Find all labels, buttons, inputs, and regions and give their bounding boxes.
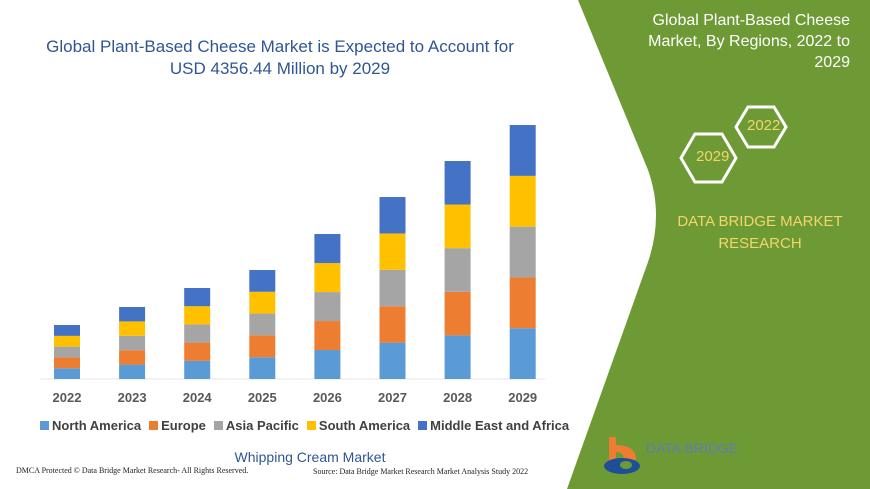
- bar-segment-2024-europe: [184, 342, 211, 361]
- bar-segment-2029-south-america: [509, 175, 536, 227]
- bar-segment-2025-north-america: [249, 357, 276, 379]
- x-tick-label: 2029: [508, 390, 537, 405]
- chart-title: Global Plant-Based Cheese Market is Expe…: [46, 37, 514, 78]
- bar-segment-2022-europe: [54, 357, 80, 369]
- x-tick-label: 2022: [53, 390, 82, 405]
- bar-segment-2029-asia-pacific: [509, 226, 536, 278]
- bar-segment-2027-europe: [379, 306, 406, 343]
- bar-segment-2025-middle-east-and-africa: [249, 270, 276, 292]
- bar-segment-2023-europe: [119, 350, 146, 365]
- side-panel-title: Global Plant-Based Cheese Market, By Reg…: [648, 12, 850, 71]
- legend-item-south-america: South America: [306, 418, 411, 433]
- source-note: Source: Data Bridge Market Research Mark…: [313, 467, 529, 476]
- legend-swatch: [40, 421, 49, 430]
- bar-segment-2022-middle-east-and-africa: [54, 325, 80, 336]
- chart-subtitle: Whipping Cream Market: [234, 449, 386, 465]
- legend-item-mea: Middle East and Africa: [418, 418, 569, 433]
- hexagon-2029: [679, 132, 738, 184]
- bar-segment-2027-asia-pacific: [379, 269, 406, 307]
- bar-segment-2028-asia-pacific: [444, 248, 471, 292]
- bar-segment-2023-asia-pacific: [119, 335, 146, 351]
- legend-swatch: [306, 421, 316, 430]
- x-tick-label: 2028: [443, 390, 472, 405]
- bar-segment-2024-north-america: [184, 360, 211, 379]
- bar-segment-2022-south-america: [54, 335, 80, 347]
- legend-label: South America: [318, 418, 411, 433]
- x-tick-label: 2027: [378, 390, 407, 405]
- bar-segment-2024-middle-east-and-africa: [184, 287, 211, 307]
- bar-segment-2022-north-america: [54, 368, 80, 379]
- green-side-panel: [567, 0, 870, 489]
- bar-segment-2023-middle-east-and-africa: [119, 306, 146, 322]
- bar-segment-2024-south-america: [184, 306, 211, 325]
- legend-label: North America: [52, 418, 142, 433]
- bar-segment-2024-asia-pacific: [184, 324, 211, 343]
- legend-item-asia-pacific: Asia Pacific: [213, 418, 299, 433]
- legend-label: Middle East and Africa: [430, 418, 570, 433]
- dmca-notice: DMCA Protected © Data Bridge Market Rese…: [16, 466, 249, 475]
- bar-segment-2028-europe: [444, 291, 471, 336]
- legend-label: Europe: [161, 418, 206, 433]
- x-tick-label: 2025: [248, 390, 277, 405]
- bar-segment-2028-south-america: [444, 204, 471, 249]
- legend-swatch: [149, 421, 159, 430]
- x-tick-label: 2023: [118, 390, 147, 405]
- logo-text: DATA BRIDGE: [646, 440, 739, 456]
- bar-segment-2026-north-america: [314, 350, 341, 379]
- bar-segment-2025-south-america: [249, 291, 276, 314]
- legend-swatch: [213, 421, 223, 430]
- bar-segment-2025-asia-pacific: [249, 313, 276, 336]
- bar-segment-2029-europe: [509, 277, 536, 329]
- bar-segment-2029-north-america: [509, 328, 536, 379]
- bar-segment-2027-south-america: [379, 233, 406, 270]
- bar-segment-2026-europe: [314, 321, 341, 351]
- hex-label-2029: 2029: [696, 148, 730, 165]
- bar-segment-2027-north-america: [379, 342, 406, 379]
- bar-segment-2027-middle-east-and-africa: [379, 197, 406, 234]
- legend-label: Asia Pacific: [225, 418, 299, 433]
- bar-segment-2023-north-america: [119, 364, 146, 379]
- legend: North America Europe Asia Pacific South …: [40, 418, 569, 433]
- legend-item-europe: Europe: [149, 418, 206, 433]
- legend-swatch: [418, 421, 428, 430]
- brand-text: DATA BRIDGE MARKET RESEARCH: [677, 213, 843, 252]
- bar-segment-2022-asia-pacific: [54, 346, 80, 358]
- hexagon-2022: [734, 105, 788, 149]
- bar-segment-2028-middle-east-and-africa: [444, 160, 471, 205]
- hex-label-2022: 2022: [747, 117, 781, 134]
- x-tick-label: 2026: [313, 390, 342, 405]
- bar-segment-2025-europe: [249, 335, 276, 358]
- bar-segment-2026-asia-pacific: [314, 292, 341, 322]
- legend-item-north-america: North America: [40, 418, 141, 433]
- bar-segment-2028-north-america: [444, 335, 471, 379]
- logo-icon: [604, 437, 640, 474]
- bar-segment-2026-south-america: [314, 263, 341, 293]
- bar-segment-2029-middle-east-and-africa: [509, 125, 536, 176]
- bar-segment-2026-middle-east-and-africa: [314, 233, 341, 264]
- x-tick-label: 2024: [183, 390, 213, 405]
- bar-segment-2023-south-america: [119, 321, 146, 336]
